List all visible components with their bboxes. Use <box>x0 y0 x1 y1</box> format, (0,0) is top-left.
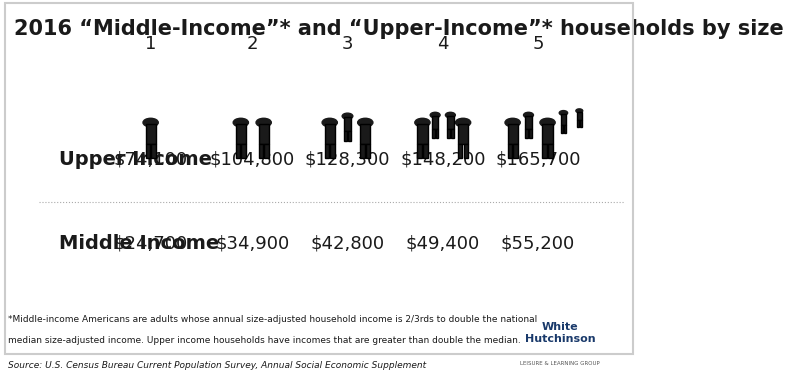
FancyBboxPatch shape <box>258 144 263 158</box>
FancyBboxPatch shape <box>542 124 553 144</box>
FancyBboxPatch shape <box>458 144 462 158</box>
FancyBboxPatch shape <box>344 117 351 131</box>
Text: $55,200: $55,200 <box>501 235 575 253</box>
FancyBboxPatch shape <box>447 129 450 138</box>
Circle shape <box>322 118 338 127</box>
Text: $34,900: $34,900 <box>215 235 290 253</box>
Text: median size-adjusted income. Upper income households have incomes that are great: median size-adjusted income. Upper incom… <box>8 336 521 345</box>
FancyBboxPatch shape <box>464 144 468 158</box>
Text: 2016 “Middle-Income”* and “Upper-Income”* households by size: 2016 “Middle-Income”* and “Upper-Income”… <box>14 19 784 39</box>
FancyBboxPatch shape <box>366 144 370 158</box>
FancyBboxPatch shape <box>564 125 566 132</box>
Text: LEISURE & LEARNING GROUP: LEISURE & LEARNING GROUP <box>520 361 600 366</box>
FancyBboxPatch shape <box>525 116 532 129</box>
FancyBboxPatch shape <box>418 144 422 158</box>
FancyBboxPatch shape <box>432 129 434 138</box>
Circle shape <box>233 118 249 127</box>
FancyBboxPatch shape <box>151 144 156 158</box>
FancyBboxPatch shape <box>360 144 365 158</box>
FancyBboxPatch shape <box>435 129 438 138</box>
FancyBboxPatch shape <box>236 144 240 158</box>
Text: Upper Income: Upper Income <box>58 151 211 170</box>
Text: $42,800: $42,800 <box>310 235 385 253</box>
FancyBboxPatch shape <box>561 114 566 125</box>
FancyBboxPatch shape <box>548 144 553 158</box>
Text: $24,700: $24,700 <box>114 235 188 253</box>
Text: 1: 1 <box>145 35 156 53</box>
FancyBboxPatch shape <box>525 129 528 138</box>
FancyBboxPatch shape <box>344 131 347 141</box>
Text: $148,200: $148,200 <box>400 151 486 169</box>
Text: White
Hutchinson: White Hutchinson <box>525 322 595 344</box>
Circle shape <box>576 109 582 113</box>
FancyBboxPatch shape <box>577 121 579 127</box>
Text: Source: U.S. Census Bureau Current Population Survey, Annual Social Economic Sup: Source: U.S. Census Bureau Current Popul… <box>8 361 426 370</box>
Circle shape <box>143 118 158 127</box>
FancyBboxPatch shape <box>423 144 427 158</box>
Text: $74,100: $74,100 <box>114 151 188 169</box>
FancyBboxPatch shape <box>418 124 427 144</box>
Text: 2: 2 <box>246 35 258 53</box>
FancyBboxPatch shape <box>450 129 454 138</box>
Text: $128,300: $128,300 <box>305 151 390 169</box>
Circle shape <box>523 112 534 118</box>
Circle shape <box>430 112 440 118</box>
FancyBboxPatch shape <box>348 131 351 141</box>
FancyBboxPatch shape <box>579 121 582 127</box>
FancyBboxPatch shape <box>458 124 468 144</box>
FancyBboxPatch shape <box>360 124 370 144</box>
Text: Middle Income: Middle Income <box>58 234 218 253</box>
FancyBboxPatch shape <box>236 124 246 144</box>
Text: $49,400: $49,400 <box>406 235 480 253</box>
Text: *Middle-income Americans are adults whose annual size-adjusted household income : *Middle-income Americans are adults whos… <box>8 315 537 324</box>
FancyBboxPatch shape <box>242 144 246 158</box>
FancyBboxPatch shape <box>264 144 269 158</box>
FancyBboxPatch shape <box>325 124 335 144</box>
Circle shape <box>540 118 555 127</box>
Text: $165,700: $165,700 <box>495 151 581 169</box>
FancyBboxPatch shape <box>529 129 532 138</box>
FancyBboxPatch shape <box>432 116 438 129</box>
FancyBboxPatch shape <box>507 124 518 144</box>
Circle shape <box>505 118 520 127</box>
FancyBboxPatch shape <box>330 144 335 158</box>
Circle shape <box>559 111 568 115</box>
FancyBboxPatch shape <box>146 124 156 144</box>
Circle shape <box>342 113 353 119</box>
FancyBboxPatch shape <box>258 124 269 144</box>
FancyBboxPatch shape <box>542 144 547 158</box>
Text: 3: 3 <box>342 35 354 53</box>
FancyBboxPatch shape <box>561 125 563 132</box>
FancyBboxPatch shape <box>146 144 150 158</box>
Circle shape <box>446 112 455 118</box>
Circle shape <box>358 118 373 127</box>
FancyBboxPatch shape <box>577 112 582 121</box>
FancyBboxPatch shape <box>447 116 454 129</box>
Circle shape <box>256 118 271 127</box>
Circle shape <box>455 118 470 127</box>
Text: 5: 5 <box>532 35 544 53</box>
FancyBboxPatch shape <box>507 144 512 158</box>
Circle shape <box>415 118 430 127</box>
FancyBboxPatch shape <box>325 144 329 158</box>
Text: $104,800: $104,800 <box>210 151 295 169</box>
Text: 4: 4 <box>437 35 449 53</box>
FancyBboxPatch shape <box>514 144 518 158</box>
